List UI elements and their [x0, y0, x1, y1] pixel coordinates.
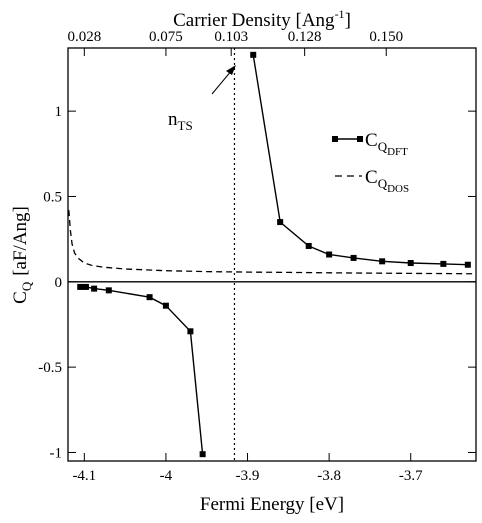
- x-tick-label-2: -3.9: [236, 468, 260, 484]
- legend-dos-sub: Q: [378, 176, 388, 191]
- y-tick-label-4: 1: [55, 104, 63, 120]
- series-dos-line: [68, 210, 477, 275]
- series-dft-point-0-6: [187, 328, 194, 335]
- y-axis-title-main: C: [10, 291, 31, 304]
- series-dft-point-0-0: [77, 283, 84, 290]
- top-tick-label-1: 0.075: [149, 29, 183, 45]
- series-dft-point-1-1: [277, 219, 284, 226]
- y-tick-label-1: -0.5: [38, 360, 62, 376]
- x-tick-label-4: -3.7: [399, 468, 423, 484]
- top-axis-title-close: ]: [345, 10, 351, 31]
- legend-dft-sub: Q: [378, 139, 388, 154]
- y-axis-title: CQ [aF/Ang]: [10, 206, 34, 304]
- series-dft-point-1-0: [250, 51, 257, 58]
- legend-dft-subsub: DFT: [387, 146, 408, 158]
- x-tick-label-0: -4.1: [72, 468, 96, 484]
- y-axis-title-unit: [aF/Ang]: [10, 206, 31, 276]
- series-dft-point-1-3: [326, 251, 333, 258]
- series-dft-point-1-2: [305, 242, 312, 249]
- top-axis-title-exponent: -1: [335, 7, 345, 21]
- series-dft-line-1: [252, 54, 468, 266]
- series-dft-point-1-6: [407, 260, 414, 267]
- top-tick-label-0: 0.028: [67, 29, 101, 45]
- series-dft-line-0: [80, 286, 204, 455]
- series-dft-point-0-3: [105, 287, 112, 294]
- plot-frame: [67, 47, 477, 462]
- series-dft-point-0-7: [199, 451, 206, 458]
- top-axis-title: Carrier Density [Ang-1]: [173, 7, 351, 31]
- series-dft-point-0-4: [146, 294, 153, 301]
- series-dft-point-1-5: [379, 258, 386, 265]
- legend-dft-marker-left: [332, 136, 338, 142]
- y-tick-label-3: 0.5: [43, 189, 62, 205]
- series-dft-point-0-2: [91, 285, 98, 292]
- nts-arrow: [211, 69, 233, 95]
- top-tick-label-4: 0.150: [369, 29, 403, 45]
- series-dft-point-1-7: [440, 260, 447, 267]
- nts-arrowhead: [226, 65, 236, 75]
- legend-dos-label: CQDOS: [365, 167, 409, 195]
- x-axis-title: Fermi Energy [eV]: [200, 494, 344, 515]
- y-axis-title-sub: Q: [19, 281, 34, 291]
- nts-annotation-main: n: [168, 109, 178, 130]
- legend-dft-label: CQDFT: [365, 130, 408, 158]
- top-tick-label-3: 0.128: [288, 29, 322, 45]
- top-axis-title-text: Carrier Density [Ang: [173, 10, 335, 31]
- top-tick-label-2: 0.103: [214, 29, 248, 45]
- legend-dft-marker-right: [357, 136, 363, 142]
- legend-dos-main: C: [365, 167, 378, 188]
- nts-annotation-sub: TS: [178, 118, 193, 133]
- x-tick-label-3: -3.8: [317, 468, 341, 484]
- legend-dft-main: C: [365, 130, 378, 151]
- x-tick-label-1: -4: [160, 468, 173, 484]
- y-tick-label-0: -1: [50, 445, 63, 461]
- y-tick-label-2: 0: [55, 275, 63, 291]
- series-dft-point-1-4: [350, 254, 357, 261]
- legend-dos-subsub: DOS: [387, 183, 409, 195]
- nts-annotation: nTS: [168, 109, 193, 133]
- legend: CQDFT CQDOS: [332, 130, 409, 195]
- series-dft-point-0-1: [82, 283, 89, 290]
- series-dft-point-0-5: [162, 302, 169, 309]
- series-dft-point-1-8: [464, 261, 471, 268]
